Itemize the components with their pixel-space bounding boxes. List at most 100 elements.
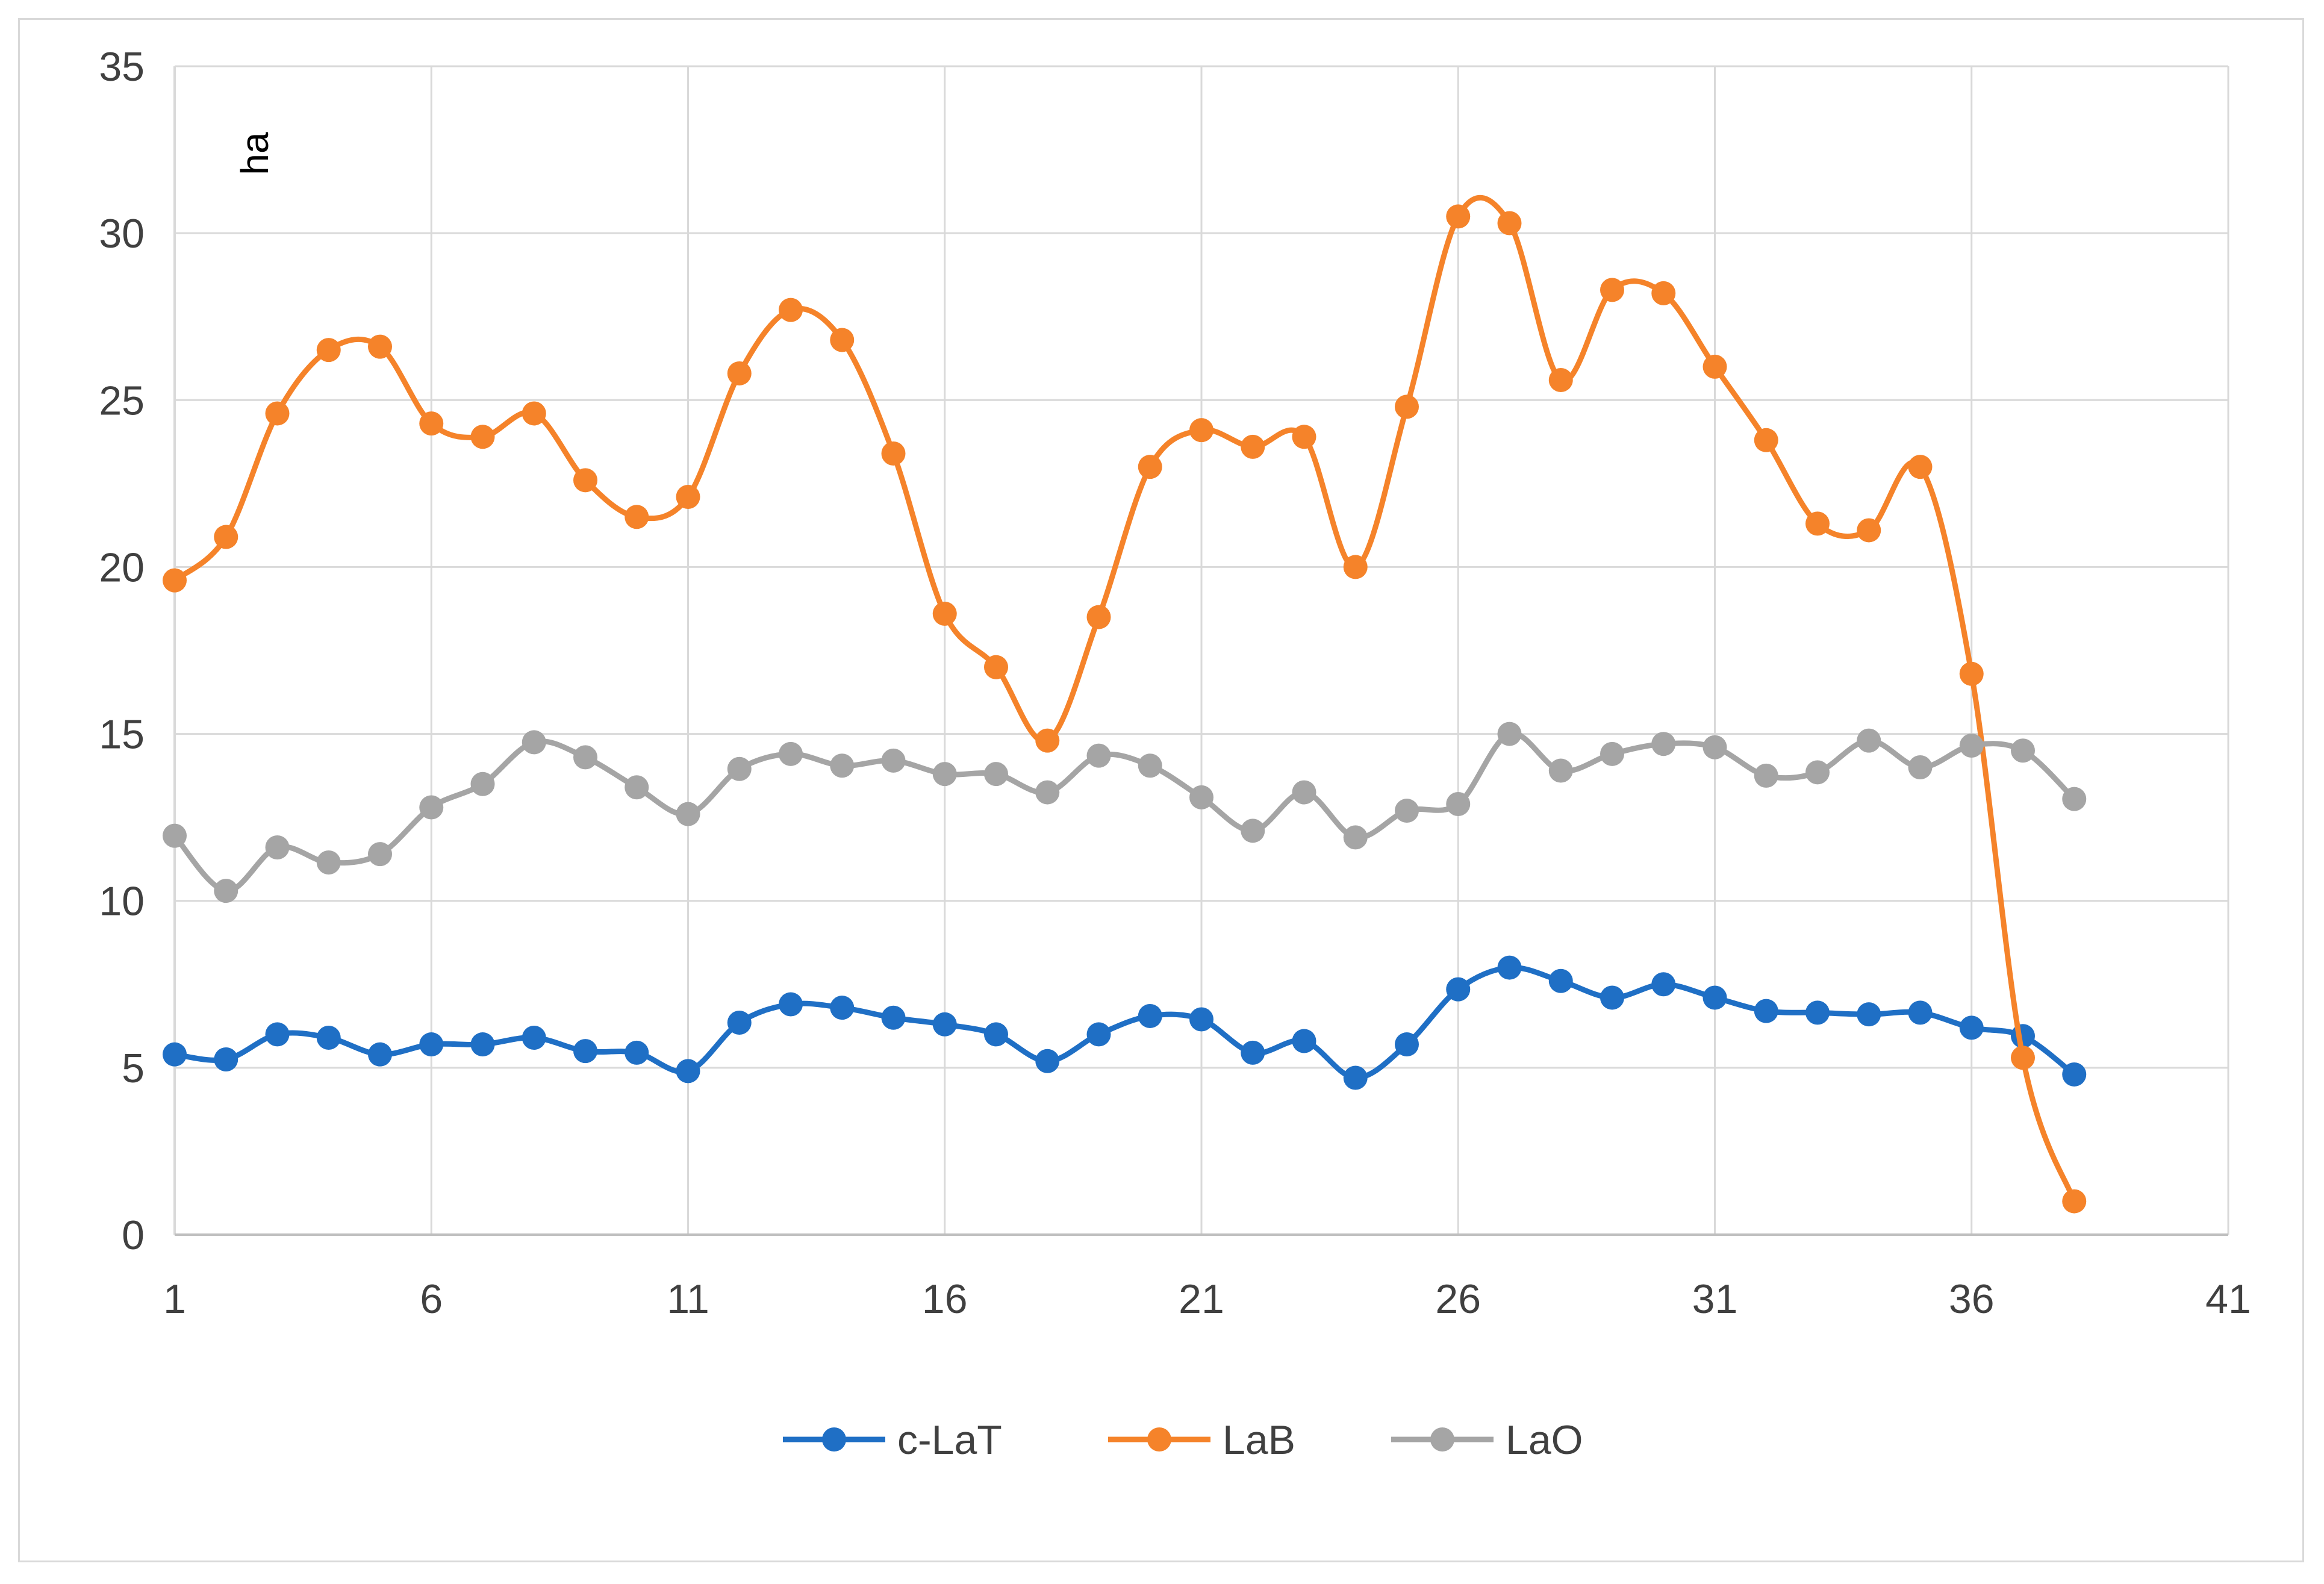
data-point-c-LaT [1343,1065,1368,1090]
data-point-LaO [470,772,495,796]
data-point-LaO [316,850,341,875]
data-point-LaB [1395,394,1419,419]
y-tick-label: 20 [99,544,145,590]
data-point-LaO [1959,733,1984,758]
legend-item-c-LaT: c-LaT [783,1417,1002,1463]
data-point-LaB [2062,1189,2087,1214]
series-c-LaT [163,955,2087,1090]
data-point-LaO [1548,758,1573,783]
data-point-LaB [1703,354,1727,379]
data-point-LaB [1548,368,1573,393]
data-point-LaB [727,361,752,385]
data-point-LaO [1805,760,1830,785]
data-point-LaO [830,753,855,778]
data-point-c-LaT [1703,985,1727,1010]
data-point-LaB [1446,204,1471,229]
data-point-LaO [1086,743,1111,768]
x-tick-label: 11 [667,1276,709,1322]
data-point-c-LaT [163,1042,187,1067]
data-point-LaB [2011,1046,2035,1070]
data-point-c-LaT [676,1059,700,1084]
data-point-LaB [830,328,855,352]
data-point-c-LaT [1446,977,1471,1002]
data-point-LaO [625,775,649,800]
data-point-c-LaT [1292,1029,1316,1053]
data-point-LaB [1292,425,1316,449]
data-point-LaB [1600,278,1624,302]
data-point-LaB [163,568,187,593]
data-point-LaO [1395,799,1419,823]
data-point-LaO [1754,763,1778,788]
data-point-LaB [1497,211,1522,235]
data-point-LaB [1138,455,1162,479]
data-point-c-LaT [265,1022,290,1047]
data-point-LaB [1754,428,1778,452]
data-point-LaO [1343,825,1368,850]
data-point-c-LaT [932,1012,957,1037]
legend-item-LaB: LaB [1108,1417,1295,1463]
gridlines [175,65,2229,1235]
data-point-c-LaT [779,992,803,1017]
x-tick-label: 31 [1692,1276,1738,1322]
data-point-LaB [1959,661,1984,686]
series-line-c-LaT [174,964,2076,1080]
data-point-LaO [1241,819,1265,843]
data-point-c-LaT [1754,999,1778,1023]
data-point-LaB [419,411,444,436]
data-point-LaO [984,762,1008,787]
y-tick-label: 10 [99,879,145,925]
data-point-LaO [265,835,290,860]
data-point-LaB [932,602,957,626]
data-point-c-LaT [1497,955,1522,980]
series-LaO [163,722,2087,903]
legend-marker [822,1427,846,1451]
data-point-c-LaT [1908,1000,1933,1025]
data-point-LaB [1189,418,1213,443]
data-point-LaO [573,745,597,770]
data-point-LaO [214,879,238,903]
y-axis-label: ha [233,132,276,175]
data-point-LaB [265,401,290,426]
x-tick-label: 16 [922,1276,968,1322]
data-point-LaO [2062,787,2087,811]
data-point-LaB [1086,605,1111,629]
y-tick-label: 5 [122,1046,145,1091]
data-point-c-LaT [1651,972,1676,997]
data-point-LaB [470,425,495,449]
data-point-LaO [1189,785,1213,809]
data-point-LaO [676,802,700,826]
data-point-LaB [1805,511,1830,536]
data-point-c-LaT [573,1039,597,1064]
y-tick-label: 15 [99,712,145,758]
data-point-c-LaT [727,1011,752,1035]
data-point-LaO [1600,741,1624,766]
data-point-c-LaT [419,1032,444,1057]
data-point-LaO [522,730,546,755]
series-line-LaO [172,731,2076,894]
data-point-c-LaT [1138,1003,1162,1028]
data-point-c-LaT [1086,1022,1111,1047]
data-point-LaO [727,756,752,781]
x-tick-label: 1 [163,1276,186,1322]
x-tick-label: 6 [420,1276,443,1322]
axes [173,66,2228,1236]
data-point-LaO [368,842,392,867]
data-point-LaO [1138,753,1162,778]
data-point-c-LaT [881,1005,906,1030]
data-point-LaO [1446,791,1471,816]
data-point-LaB [368,334,392,359]
data-point-LaO [932,762,957,787]
data-point-LaB [1343,555,1368,579]
data-point-LaO [1497,722,1522,746]
legend-item-LaO: LaO [1391,1417,1583,1463]
data-point-c-LaT [1035,1049,1060,1073]
data-point-c-LaT [470,1032,495,1057]
data-point-LaB [1908,455,1933,479]
data-point-LaO [419,795,444,820]
data-point-LaB [779,298,803,322]
x-tick-label: 26 [1435,1276,1481,1322]
data-point-c-LaT [214,1047,238,1071]
chart-frame [18,18,2304,1562]
data-point-LaO [2011,738,2035,763]
legend-label: LaB [1223,1417,1295,1463]
